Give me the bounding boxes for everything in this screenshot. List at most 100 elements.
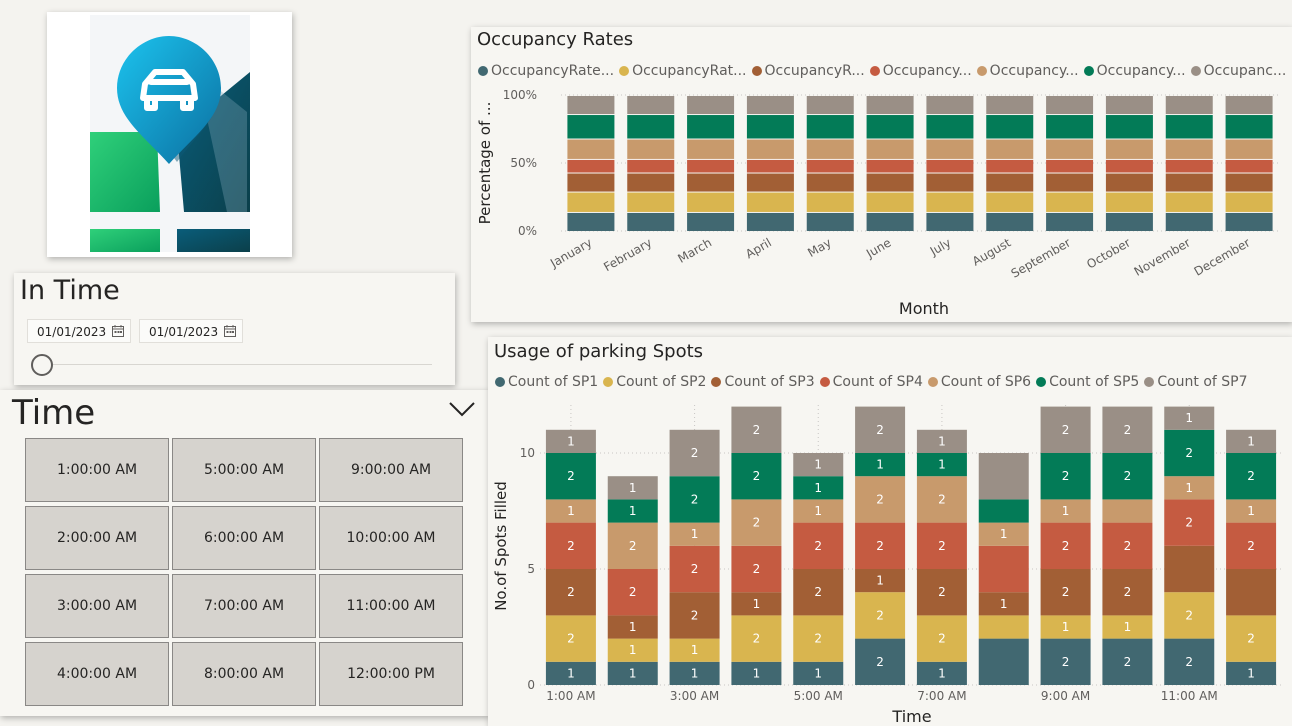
bar-segment[interactable] — [1164, 476, 1215, 500]
bar-segment[interactable] — [978, 453, 1029, 500]
bar-segment[interactable] — [687, 96, 735, 115]
bar-segment[interactable] — [926, 115, 974, 139]
bar-segment[interactable] — [986, 139, 1034, 159]
bar-segment[interactable] — [866, 173, 914, 192]
legend-item[interactable]: Count of SP1 — [495, 374, 598, 390]
bar-segment[interactable] — [545, 429, 596, 453]
bar-segment[interactable] — [806, 139, 854, 159]
bar-segment[interactable] — [916, 453, 967, 477]
bar-segment[interactable] — [1040, 569, 1091, 616]
bar-segment[interactable] — [687, 139, 735, 159]
time-tile[interactable]: 6:00:00 AM — [172, 506, 316, 570]
bar-segment[interactable] — [1040, 638, 1091, 685]
time-tile[interactable]: 11:00:00 AM — [319, 574, 463, 638]
bar-segment[interactable] — [627, 212, 675, 231]
legend-item[interactable]: Count of SP2 — [603, 374, 706, 390]
bar-segment[interactable] — [1046, 212, 1094, 231]
bar-segment[interactable] — [978, 615, 1029, 639]
bar-segment[interactable] — [926, 159, 974, 173]
bar-segment[interactable] — [746, 159, 794, 173]
bar-segment[interactable] — [1226, 615, 1277, 662]
bar-segment[interactable] — [746, 173, 794, 192]
bar-segment[interactable] — [855, 476, 906, 523]
time-tile[interactable]: 9:00:00 AM — [319, 438, 463, 502]
bar-segment[interactable] — [806, 192, 854, 212]
bar-segment[interactable] — [926, 192, 974, 212]
bar-segment[interactable] — [1046, 192, 1094, 212]
bar-segment[interactable] — [731, 592, 782, 616]
bar-segment[interactable] — [607, 661, 658, 685]
bar-segment[interactable] — [731, 453, 782, 500]
bar-segment[interactable] — [1105, 96, 1153, 115]
bar-segment[interactable] — [978, 499, 1029, 523]
bar-segment[interactable] — [746, 96, 794, 115]
bar-segment[interactable] — [1102, 522, 1153, 569]
bar-segment[interactable] — [1164, 592, 1215, 639]
bar-segment[interactable] — [1105, 173, 1153, 192]
bar-segment[interactable] — [607, 615, 658, 639]
bar-segment[interactable] — [545, 569, 596, 616]
bar-segment[interactable] — [567, 115, 615, 139]
bar-segment[interactable] — [669, 429, 720, 477]
bar-segment[interactable] — [1225, 212, 1273, 231]
bar-segment[interactable] — [1046, 173, 1094, 192]
bar-segment[interactable] — [687, 159, 735, 173]
bar-segment[interactable] — [545, 499, 596, 523]
bar-segment[interactable] — [1226, 499, 1277, 523]
time-tile[interactable]: 1:00:00 AM — [25, 438, 169, 502]
bar-segment[interactable] — [687, 212, 735, 231]
bar-segment[interactable] — [1046, 159, 1094, 173]
bar-segment[interactable] — [1165, 159, 1213, 173]
date-slider-track[interactable] — [44, 364, 432, 365]
bar-segment[interactable] — [978, 592, 1029, 616]
bar-segment[interactable] — [926, 139, 974, 159]
bar-segment[interactable] — [545, 453, 596, 500]
bar-segment[interactable] — [1165, 96, 1213, 115]
bar-segment[interactable] — [567, 139, 615, 159]
bar-segment[interactable] — [986, 159, 1034, 173]
bar-segment[interactable] — [1105, 212, 1153, 231]
bar-segment[interactable] — [926, 212, 974, 231]
bar-segment[interactable] — [731, 545, 782, 593]
bar-segment[interactable] — [687, 173, 735, 192]
bar-segment[interactable] — [567, 173, 615, 192]
legend-item[interactable]: OccupancyRat... — [619, 63, 747, 79]
bar-segment[interactable] — [1105, 139, 1153, 159]
bar-segment[interactable] — [926, 173, 974, 192]
bar-segment[interactable] — [1225, 139, 1273, 159]
bar-segment[interactable] — [916, 522, 967, 569]
bar-segment[interactable] — [1102, 615, 1153, 639]
bar-segment[interactable] — [687, 115, 735, 139]
bar-segment[interactable] — [607, 569, 658, 616]
bar-segment[interactable] — [669, 476, 720, 523]
bar-segment[interactable] — [1226, 522, 1277, 569]
bar-segment[interactable] — [746, 212, 794, 231]
bar-segment[interactable] — [916, 569, 967, 616]
bar-segment[interactable] — [866, 139, 914, 159]
bar-segment[interactable] — [793, 569, 844, 616]
bar-segment[interactable] — [669, 545, 720, 593]
bar-segment[interactable] — [806, 96, 854, 115]
bar-segment[interactable] — [1102, 406, 1153, 453]
bar-segment[interactable] — [1105, 115, 1153, 139]
legend-item[interactable]: OccupancyRate... — [478, 63, 614, 79]
bar-segment[interactable] — [731, 661, 782, 685]
bar-segment[interactable] — [607, 499, 658, 523]
bar-segment[interactable] — [1040, 615, 1091, 639]
bar-segment[interactable] — [627, 173, 675, 192]
bar-segment[interactable] — [1105, 192, 1153, 212]
bar-segment[interactable] — [793, 453, 844, 477]
bar-segment[interactable] — [793, 476, 844, 500]
bar-segment[interactable] — [793, 522, 844, 569]
legend-item[interactable]: Count of SP7 — [1144, 374, 1248, 390]
bar-segment[interactable] — [1164, 638, 1215, 685]
time-tile[interactable]: 2:00:00 AM — [25, 506, 169, 570]
bar-segment[interactable] — [567, 192, 615, 212]
bar-segment[interactable] — [855, 638, 906, 685]
bar-segment[interactable] — [1225, 96, 1273, 115]
bar-segment[interactable] — [986, 192, 1034, 212]
legend-item[interactable]: OccupancyR... — [751, 63, 865, 79]
bar-segment[interactable] — [731, 406, 782, 453]
bar-segment[interactable] — [627, 115, 675, 139]
bar-segment[interactable] — [986, 173, 1034, 192]
